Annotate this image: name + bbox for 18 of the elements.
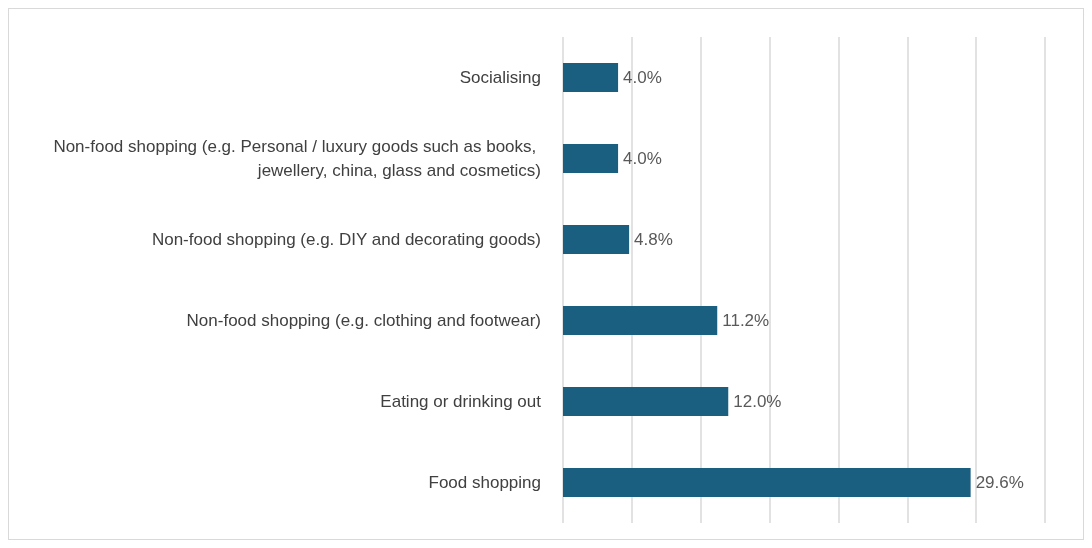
y-tick-label: Socialising [459,68,541,87]
y-tick-label: Non-food shopping (e.g. DIY and decorating goods) [151,230,541,249]
bar [563,62,619,93]
y-tick-label: Eating or drinking out [380,392,542,411]
bar [563,305,718,336]
data-label: 11.2% [722,311,770,330]
bar [563,143,619,174]
bar [563,386,729,417]
y-tick-label: Non-food shopping (e.g. Personal / luxury goods such as books, jewellery, china, glass and cosmetics) [53,137,541,180]
data-label: 4.8% [634,230,673,249]
y-tick-label: Food shopping [428,473,541,492]
bar [563,467,971,498]
data-label: 4.0% [623,149,662,168]
bar [563,224,630,255]
data-label: 4.0% [623,68,662,87]
y-tick-label: Non-food shopping (e.g. clothing and footwear) [186,311,541,330]
data-label: 12.0% [733,392,782,411]
data-label: 29.6% [975,473,1024,492]
